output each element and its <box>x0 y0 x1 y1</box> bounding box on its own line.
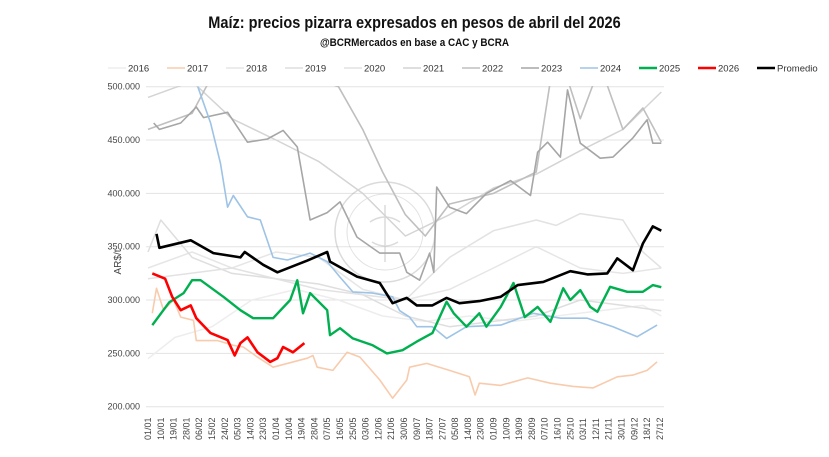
x-tick-label: 19/04 <box>297 417 307 440</box>
y-tick-label: 300.000 <box>107 295 140 305</box>
y-tick-label: 350.000 <box>107 242 140 252</box>
legend-item-2025: 2025 <box>639 64 680 75</box>
x-tick-label: 16/10 <box>553 417 563 440</box>
x-tick-label: 12/11 <box>591 418 601 440</box>
series-group <box>147 86 663 400</box>
series-line-2017 <box>151 287 658 400</box>
legend: 2016 2017 2018 2019 2020 2021 2022 2023 2024 2025… <box>108 64 818 75</box>
x-tick-label: 19/01 <box>169 417 179 440</box>
legend-label: 2026 <box>718 64 739 75</box>
x-tick-label: 14/03 <box>245 417 255 440</box>
legend-label: 2022 <box>482 64 503 75</box>
x-tick-label: 09/12 <box>629 417 639 440</box>
legend-item-2018: 2018 <box>226 64 267 75</box>
y-tick-label: 200.000 <box>107 402 140 412</box>
chart-title: Maíz: precios pizarra expresados en peso… <box>208 14 621 32</box>
x-tick-label: 27/07 <box>437 417 447 440</box>
y-axis: 200.000 250.000 300.000 350.000 400.000 450.0… <box>107 82 140 412</box>
x-tick-label: 18/07 <box>425 417 435 440</box>
x-tick-label: 16/05 <box>335 417 345 440</box>
y-tick-label: 400.000 <box>107 188 140 198</box>
series-line-2016 <box>147 288 662 360</box>
x-tick-label: 27/12 <box>655 417 665 440</box>
x-tick-label: 28/04 <box>309 417 319 440</box>
x-tick-label: 18/12 <box>642 417 652 440</box>
x-axis: 01/01 10/01 19/01 28/01 06/02 15/02 24/02 05/03… <box>143 417 665 440</box>
legend-label: Promedio <box>777 64 818 75</box>
x-tick-label: 05/03 <box>233 417 243 440</box>
x-tick-label: 28/09 <box>527 417 537 440</box>
series-line-2020 <box>147 212 662 301</box>
y-tick-label: 250.000 <box>107 348 140 358</box>
x-tick-label: 03/11 <box>578 418 588 440</box>
legend-item-2016: 2016 <box>108 64 149 75</box>
x-tick-label: 03/06 <box>361 417 371 440</box>
watermark-seal <box>334 181 436 283</box>
legend-label: 2017 <box>187 64 208 75</box>
x-tick-label: 07/10 <box>540 417 550 440</box>
series-line-2022 <box>147 86 663 237</box>
legend-item-2026: 2026 <box>698 64 739 75</box>
legend-item-promedio: Promedio <box>757 64 818 75</box>
series-line-2025 <box>151 279 662 355</box>
x-tick-label: 01/01 <box>143 417 153 440</box>
y-tick-label: 450.000 <box>107 135 140 145</box>
x-tick-label: 21/06 <box>386 417 396 440</box>
x-tick-label: 23/08 <box>476 417 486 440</box>
legend-item-2017: 2017 <box>167 64 208 75</box>
legend-item-2022: 2022 <box>462 64 503 75</box>
series-line-2019 <box>147 219 662 328</box>
gridlines <box>146 86 664 408</box>
series-line-2023 <box>153 89 662 282</box>
legend-item-2024: 2024 <box>580 64 621 75</box>
series-line-promedio <box>155 225 662 307</box>
x-tick-label: 10/09 <box>501 417 511 440</box>
legend-item-2021: 2021 <box>403 64 444 75</box>
legend-label: 2018 <box>246 64 267 75</box>
x-tick-label: 23/03 <box>258 417 268 440</box>
x-tick-label: 05/08 <box>450 417 460 440</box>
legend-label: 2024 <box>600 64 621 75</box>
series-line-2024 <box>197 86 658 340</box>
y-axis-label: AR$/t <box>113 249 124 274</box>
legend-label: 2025 <box>659 64 680 75</box>
x-tick-label: 30/06 <box>399 417 409 440</box>
legend-label: 2016 <box>128 64 149 75</box>
x-tick-label: 10/04 <box>284 417 294 440</box>
x-tick-label: 07/05 <box>322 417 332 440</box>
x-tick-label: 06/02 <box>194 417 204 440</box>
legend-item-2020: 2020 <box>344 64 385 75</box>
legend-label: 2023 <box>541 64 562 75</box>
legend-label: 2021 <box>423 64 444 75</box>
x-tick-label: 28/01 <box>181 417 191 440</box>
x-tick-label: 30/11 <box>617 418 627 440</box>
x-tick-label: 15/02 <box>207 417 217 440</box>
x-tick-label: 14/08 <box>463 417 473 440</box>
x-tick-label: 01/04 <box>271 417 281 440</box>
x-tick-label: 09/07 <box>412 417 422 440</box>
x-tick-label: 12/06 <box>373 417 383 440</box>
series-line-2026 <box>151 272 306 364</box>
legend-label: 2020 <box>364 64 385 75</box>
x-tick-label: 19/09 <box>514 417 524 440</box>
x-tick-label: 25/10 <box>565 417 575 440</box>
legend-label: 2019 <box>305 64 326 75</box>
y-tick-label: 500.000 <box>107 82 140 92</box>
x-tick-label: 25/05 <box>348 417 358 440</box>
chart-subtitle: @BCRMercados en base a CAC y BCRA <box>320 37 509 49</box>
x-tick-label: 01/09 <box>489 417 499 440</box>
legend-item-2019: 2019 <box>285 64 326 75</box>
x-tick-label: 24/02 <box>220 417 230 440</box>
x-tick-label: 10/01 <box>156 417 166 440</box>
legend-item-2023: 2023 <box>521 64 562 75</box>
x-tick-label: 21/11 <box>604 418 614 440</box>
